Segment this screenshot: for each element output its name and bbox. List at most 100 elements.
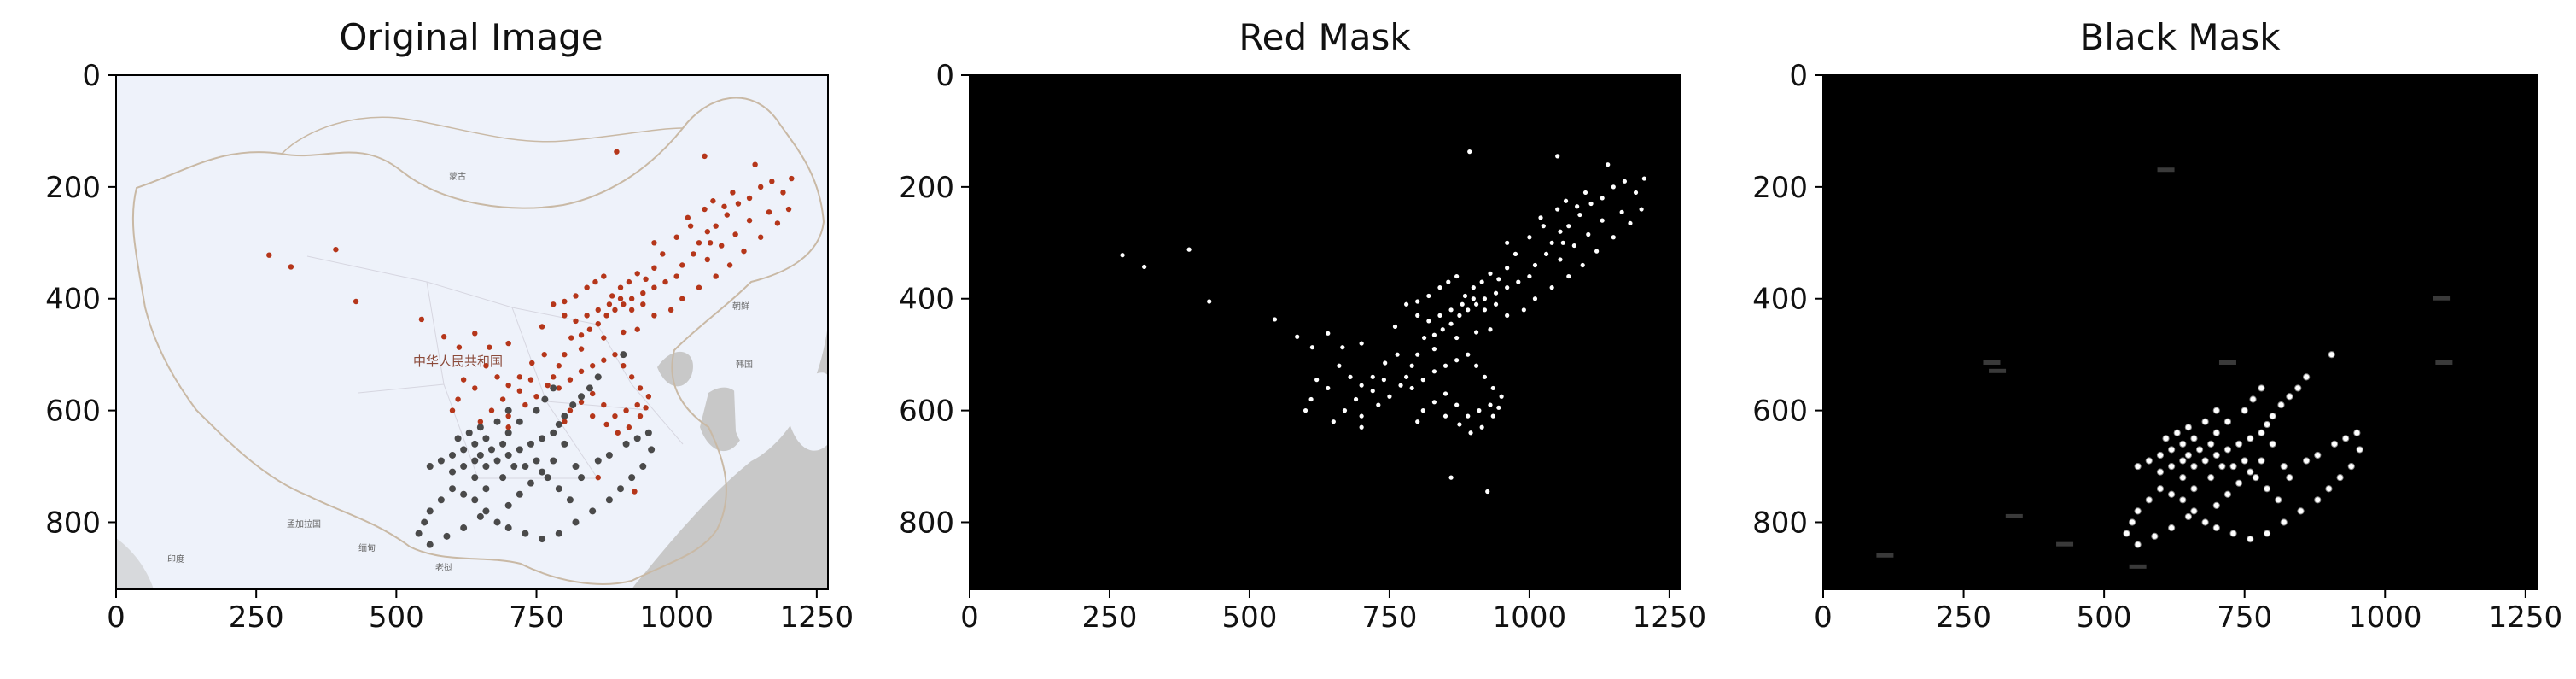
points-black-point	[2168, 462, 2176, 471]
points-original-point	[426, 463, 434, 471]
points-black-point	[2145, 457, 2153, 465]
points-original-point	[615, 430, 621, 436]
points-original-point	[626, 278, 632, 285]
axes-frame-red	[969, 74, 1681, 590]
points-original-point	[499, 396, 506, 402]
points-black-point	[2275, 496, 2282, 504]
points-original-point	[691, 251, 696, 257]
points-red-point	[1586, 231, 1591, 237]
points-original-point	[522, 530, 529, 537]
points-red-point	[1359, 383, 1364, 388]
points-red-point	[1505, 285, 1510, 290]
points-original-point	[472, 385, 478, 391]
sea-south	[632, 547, 828, 589]
points-black-point	[2223, 418, 2232, 425]
points-black-point	[2128, 518, 2136, 526]
points-black-point	[2229, 462, 2237, 471]
map-label-laos: 老挝	[435, 562, 452, 573]
points-original-point	[612, 413, 618, 419]
points-original-point	[685, 214, 691, 221]
points-original-point	[449, 468, 457, 476]
points-original-point	[601, 335, 607, 341]
points-red-point	[1488, 402, 1493, 407]
points-original-point	[505, 424, 511, 430]
points-red-point	[1600, 196, 1605, 201]
points-black-point	[2195, 446, 2204, 454]
points-original-point	[640, 301, 646, 307]
points-black-point	[2241, 407, 2248, 414]
points-red-point	[1549, 285, 1554, 290]
points-black-point	[2356, 446, 2363, 454]
points-red-point	[1120, 253, 1125, 258]
points-original-point	[614, 149, 620, 155]
points-black-point	[2263, 420, 2271, 429]
points-black-point	[2145, 496, 2153, 504]
points-original-point	[651, 284, 657, 290]
points-original-point	[702, 153, 708, 160]
points-original-point	[643, 276, 649, 283]
points-original-point	[601, 357, 607, 363]
points-black-point	[2207, 474, 2215, 482]
points-original-point	[551, 301, 557, 307]
points-original-point	[634, 326, 640, 332]
map-label-bangladesh: 孟加拉国	[287, 518, 321, 530]
points-red-point	[1490, 385, 1495, 391]
points-original-point	[617, 485, 625, 493]
points-original-point	[562, 313, 568, 319]
points-red-point	[1479, 424, 1484, 430]
points-red-point	[1639, 207, 1644, 212]
points-original-point	[586, 384, 593, 392]
points-original-point	[504, 524, 512, 532]
points-red-point	[1466, 307, 1471, 313]
points-original-point	[562, 351, 568, 358]
x-tick-label: 1000	[1493, 600, 1567, 635]
y-tick-label: 200	[899, 171, 954, 205]
points-original-point	[550, 384, 557, 392]
points-red-point	[1431, 347, 1437, 352]
sea-east	[632, 325, 828, 589]
points-red-point	[1606, 162, 1611, 167]
points-original-point	[586, 326, 593, 332]
points-original-point	[628, 474, 636, 482]
points-original-point	[704, 256, 711, 263]
points-black-point	[2134, 462, 2142, 471]
points-original-point	[544, 474, 551, 482]
points-original-point	[592, 278, 598, 285]
points-black-point	[2223, 446, 2232, 454]
points-red-point	[1442, 391, 1448, 396]
points-red-point	[1415, 419, 1420, 424]
points-black-point	[2286, 393, 2293, 401]
points-red-point	[1482, 307, 1488, 313]
points-black-point	[2190, 462, 2198, 471]
points-black-point	[2212, 524, 2220, 532]
points-red-point	[1594, 249, 1600, 254]
points-original-point	[667, 307, 674, 313]
points-black-point	[2151, 532, 2159, 540]
points-red-point	[1142, 264, 1147, 270]
points-black-point	[2168, 490, 2176, 498]
points-red-point	[1532, 262, 1538, 268]
points-original-point	[566, 496, 574, 504]
points-black-point	[2179, 496, 2187, 504]
points-red-point	[1468, 430, 1473, 436]
points-red-point	[1409, 363, 1414, 368]
map-label-dprk: 朝鲜	[732, 301, 749, 312]
points-original-point	[437, 496, 445, 504]
x-tick-label: 500	[2077, 600, 2132, 635]
points-red-point	[1600, 218, 1605, 223]
points-red-point	[1549, 240, 1554, 245]
points-red-point	[1482, 296, 1488, 301]
sea-yellow	[700, 387, 745, 452]
points-original-point	[702, 206, 708, 213]
points-original-point	[556, 363, 562, 369]
points-original-point	[679, 296, 685, 301]
points-red-point	[1420, 378, 1425, 383]
points-red-point	[1466, 352, 1471, 357]
x-tick-label: 250	[229, 600, 284, 635]
points-black-point	[2280, 518, 2288, 526]
points-original-point	[673, 273, 679, 279]
points-original-point	[584, 313, 590, 319]
x-tick-label: 750	[1361, 600, 1417, 635]
map-label-myanmar: 缅甸	[358, 542, 376, 553]
points-original-point	[460, 524, 468, 532]
